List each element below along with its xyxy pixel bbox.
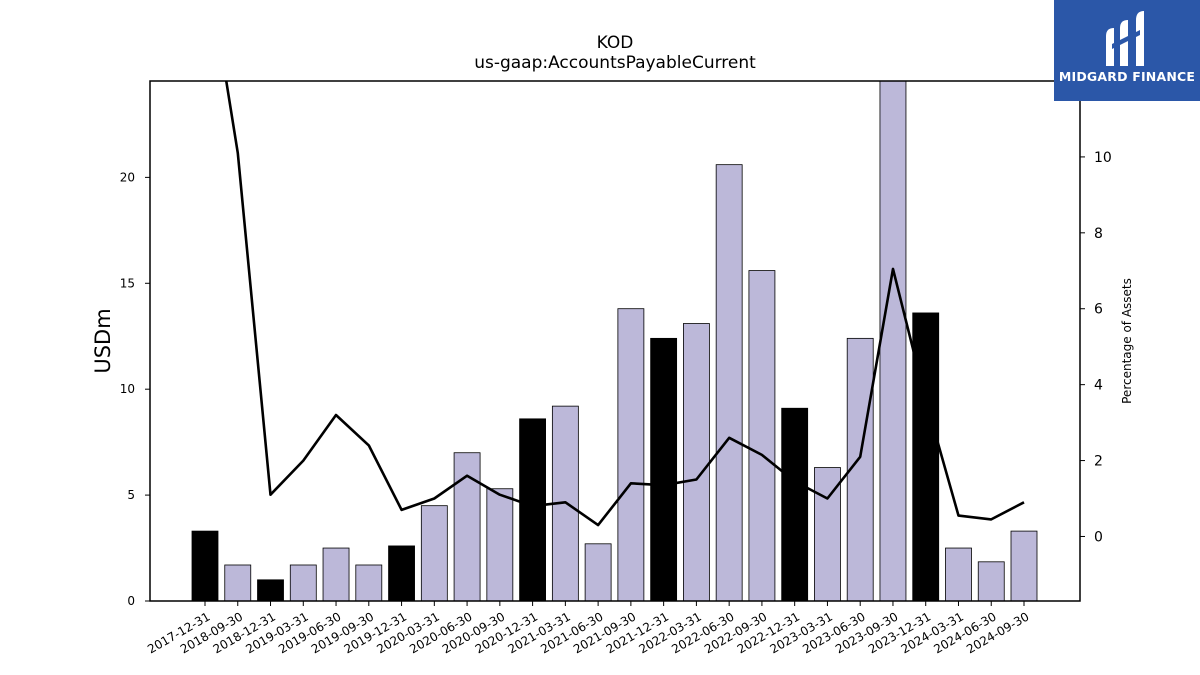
bar-2022-06-30 (715, 164, 743, 602)
bars (191, 80, 1038, 602)
ratio-line-path (224, 81, 1025, 527)
y2-axis-label: Percentage of Assets (1120, 278, 1134, 404)
bar-2024-09-30 (1010, 530, 1038, 602)
x-axis-ticks: 2017-12-312018-09-302018-12-312019-03-31… (145, 601, 1032, 656)
bar-2019-03-31 (289, 564, 317, 602)
bar-2021-09-30 (617, 308, 645, 602)
bar-2023-09-30 (879, 80, 907, 602)
left-axis-ticks: 0 5 10 15 20 (120, 170, 150, 608)
bar-2020-03-31 (420, 505, 448, 602)
bar-2023-03-31 (814, 467, 841, 602)
bar-2020-12-31 (519, 418, 546, 602)
brand-mark-icon (1106, 11, 1144, 66)
bar-2024-06-30 (977, 561, 1005, 602)
bar-2018-09-30 (224, 564, 252, 602)
y-tick-label: 5 (127, 488, 135, 502)
bar-2022-09-30 (748, 270, 776, 602)
y-tick-label: 10 (120, 382, 135, 396)
y2-tick-label: 2 (1094, 454, 1103, 470)
y-tick-label: 15 (120, 276, 135, 290)
y2-tick-label: 8 (1094, 226, 1103, 242)
bar-2018-12-31 (257, 579, 284, 602)
bar-2020-09-30 (486, 488, 514, 602)
bar-2017-12-31 (191, 530, 219, 602)
y2-tick-label: 0 (1094, 529, 1103, 545)
bar-2021-12-31 (650, 337, 678, 602)
y2-tick-label: 10 (1094, 150, 1112, 166)
brand-name: MIDGARD FINANCE (1058, 69, 1196, 84)
bar-2024-03-31 (945, 547, 972, 602)
bar-2019-12-31 (388, 545, 415, 602)
bar-2022-03-31 (683, 323, 710, 602)
y2-tick-label: 6 (1094, 302, 1103, 318)
ratio-line (224, 81, 1025, 527)
y-axis-label: USDm (91, 308, 115, 373)
right-axis-ticks: 0 2 4 6 8 10 (1080, 150, 1112, 545)
bar-2019-09-30 (355, 564, 383, 602)
y2-tick-label: 4 (1094, 378, 1103, 394)
y-tick-label: 0 (127, 594, 135, 608)
brand-logo: MIDGARD FINANCE (1054, 0, 1200, 101)
bar-2023-12-31 (912, 312, 940, 602)
bar-2020-06-30 (453, 452, 481, 602)
chart-title: KOD (597, 33, 634, 53)
bar-2021-06-30 (584, 543, 612, 602)
chart-subtitle: us-gaap:AccountsPayableCurrent (474, 53, 756, 73)
plot-frame (149, 80, 1081, 602)
bar-2022-12-31 (781, 407, 809, 602)
bar-2019-06-30 (322, 547, 350, 602)
y-tick-label: 20 (120, 170, 135, 184)
